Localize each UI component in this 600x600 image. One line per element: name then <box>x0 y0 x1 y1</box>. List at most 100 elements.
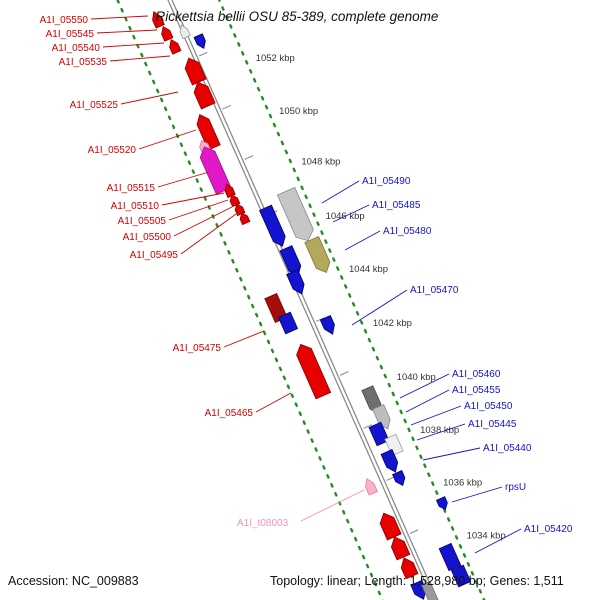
gene-label-leader <box>300 489 365 522</box>
gene-label-leader <box>351 289 408 326</box>
gene-label[interactable]: A1I_05505 <box>118 216 167 227</box>
gene-label[interactable]: A1I_05470 <box>410 285 459 296</box>
gene-label-leader <box>138 129 197 150</box>
gene-glyph[interactable] <box>228 193 241 208</box>
axis-tick-label: 1042 kbp <box>373 318 412 329</box>
gene-label-leader <box>451 486 503 503</box>
gene-label[interactable]: A1I_05520 <box>88 145 137 156</box>
axis-tick <box>316 317 325 322</box>
gene-label-leader <box>321 180 360 204</box>
gene-label[interactable]: A1I_05535 <box>59 57 108 68</box>
gene-label-leader <box>399 373 450 399</box>
gene-label[interactable]: A1I_05445 <box>468 419 517 430</box>
gene-label[interactable]: A1I_t08003 <box>237 518 289 529</box>
gene-label-leader <box>223 330 265 348</box>
gene-glyph[interactable] <box>421 580 441 600</box>
axis-tick <box>222 104 231 110</box>
gene-label[interactable]: A1I_05495 <box>130 250 179 261</box>
gene-label[interactable]: A1I_05455 <box>452 385 501 396</box>
gene-label-leader <box>96 29 158 34</box>
axis-tick-label: 1044 kbp <box>349 264 388 275</box>
gene-label-leader <box>161 192 225 206</box>
gene-glyph[interactable] <box>233 202 246 217</box>
axis-tick-label: 1040 kbp <box>397 372 436 383</box>
gene-label-leader <box>90 15 149 20</box>
gene-label-leader <box>120 91 179 105</box>
gene-label[interactable]: rpsU <box>505 482 526 493</box>
gene-glyph[interactable] <box>191 79 216 110</box>
gene-label[interactable]: A1I_05475 <box>173 343 222 354</box>
gene-label[interactable]: A1I_05420 <box>524 524 573 535</box>
gene-label-leader <box>157 171 210 188</box>
genome-title: Rickettsia bellii OSU 85-389, complete g… <box>156 9 439 24</box>
gene-glyph[interactable] <box>304 235 333 276</box>
gene-glyph[interactable] <box>167 38 182 55</box>
gene-glyph[interactable] <box>264 292 288 324</box>
gene-label[interactable]: A1I_05450 <box>464 401 513 412</box>
gene-glyph[interactable] <box>238 211 251 226</box>
gene-label-leader <box>255 392 292 413</box>
gene-label[interactable]: A1I_05540 <box>52 43 101 54</box>
axis-tick-label: 1038 kbp <box>420 425 459 436</box>
gene-glyph[interactable] <box>259 204 289 249</box>
gene-label-leader <box>109 55 171 62</box>
gene-glyph-layer <box>150 10 472 600</box>
axis-tick <box>409 529 419 534</box>
gene-glyph[interactable] <box>150 10 165 29</box>
gene-label[interactable]: A1I_05525 <box>70 100 119 111</box>
gene-glyph[interactable] <box>293 341 332 400</box>
gene-label[interactable]: A1I_05545 <box>46 29 95 40</box>
gene-label-leader <box>474 528 522 554</box>
gene-glyph[interactable] <box>178 23 191 40</box>
gene-glyph[interactable] <box>368 421 390 447</box>
gene-glyph[interactable] <box>159 25 174 42</box>
gene-glyph[interactable] <box>286 269 308 297</box>
gene-glyph[interactable] <box>438 542 462 572</box>
gene-glyph[interactable] <box>450 564 472 588</box>
gene-glyph[interactable] <box>363 477 378 496</box>
gene-label-leader <box>173 206 233 237</box>
gene-label[interactable]: A1I_05510 <box>111 201 160 212</box>
gene-label[interactable]: A1I_05460 <box>452 369 501 380</box>
gene-label-layer: A1I_05550 A1I_05545 A1I_05540 A1I_05535 A1I_… <box>40 15 573 554</box>
gene-label-leader <box>180 213 237 255</box>
gene-glyph[interactable] <box>372 404 394 432</box>
gene-glyph[interactable] <box>193 33 208 50</box>
axis-tick <box>198 51 208 57</box>
gene-glyph[interactable] <box>380 448 401 475</box>
gene-glyph[interactable] <box>277 311 299 335</box>
axis-tick-label: 1036 kbp <box>443 477 482 488</box>
gene-label[interactable]: A1I_05515 <box>107 183 156 194</box>
gene-label-leader <box>344 230 381 251</box>
gene-label[interactable]: A1I_05550 <box>40 15 89 26</box>
gene-glyph[interactable] <box>319 315 337 337</box>
gene-glyph[interactable] <box>223 182 236 199</box>
axis-tick <box>244 155 254 160</box>
gene-label-leader <box>416 423 466 441</box>
gene-glyph[interactable] <box>398 555 419 580</box>
gene-glyph[interactable] <box>388 534 411 561</box>
gene-label[interactable]: A1I_05485 <box>372 200 421 211</box>
gene-label[interactable]: A1I_05440 <box>483 443 532 454</box>
gene-label[interactable]: A1I_05465 <box>205 408 254 419</box>
gene-glyph[interactable] <box>276 186 316 244</box>
track-boundary-dotted <box>217 0 486 600</box>
gene-glyph[interactable] <box>435 496 449 512</box>
gene-label[interactable]: A1I_05500 <box>123 232 172 243</box>
axis-tick <box>363 424 372 429</box>
gene-label-leader <box>405 389 450 413</box>
gene-label[interactable]: A1I_05490 <box>362 176 411 187</box>
gene-glyph[interactable] <box>197 144 232 195</box>
gene-glyph[interactable] <box>182 55 207 86</box>
gene-glyph[interactable] <box>377 510 402 541</box>
axis-tick-label: 1052 kbp <box>256 53 295 64</box>
axis-tick-label: 1050 kbp <box>279 106 318 117</box>
gene-glyph[interactable] <box>392 470 408 488</box>
gene-label-leader <box>168 199 229 221</box>
axis-tick-label: 1034 kbp <box>467 530 506 541</box>
gene-label[interactable]: A1I_05480 <box>383 226 432 237</box>
axis-tick <box>339 371 349 376</box>
